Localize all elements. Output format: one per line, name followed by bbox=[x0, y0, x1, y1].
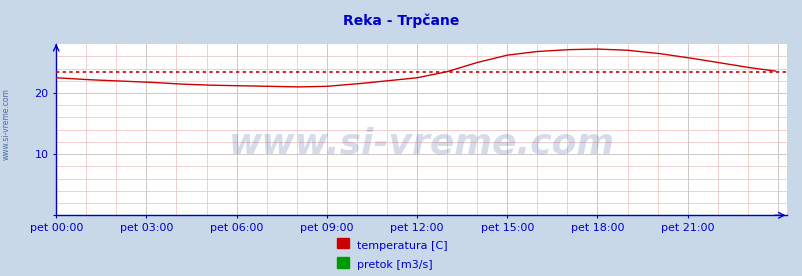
Text: www.si-vreme.com: www.si-vreme.com bbox=[229, 126, 614, 160]
Text: temperatura [C]: temperatura [C] bbox=[357, 241, 448, 251]
Text: www.si-vreme.com: www.si-vreme.com bbox=[2, 88, 11, 160]
Text: Reka - Trpčane: Reka - Trpčane bbox=[343, 14, 459, 28]
Text: pretok [m3/s]: pretok [m3/s] bbox=[357, 260, 432, 270]
